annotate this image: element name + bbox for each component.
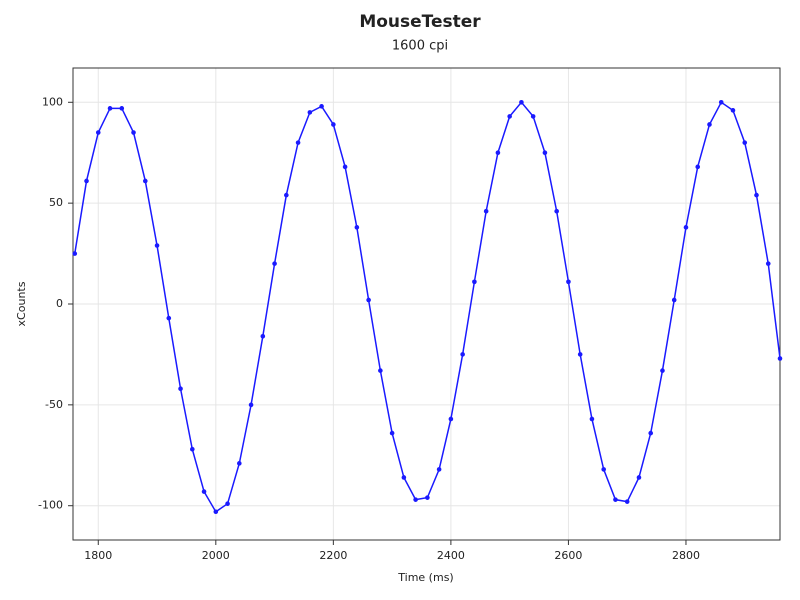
data-point bbox=[765, 261, 771, 266]
data-point bbox=[589, 416, 595, 422]
data-point bbox=[530, 114, 536, 119]
data-point bbox=[319, 104, 324, 109]
data-point bbox=[284, 192, 289, 198]
x-tick-label: 2800 bbox=[672, 549, 700, 562]
data-point bbox=[378, 368, 383, 373]
data-point bbox=[519, 99, 524, 105]
data-point bbox=[237, 461, 242, 466]
data-point bbox=[436, 467, 442, 472]
data-point bbox=[425, 495, 430, 500]
data-point bbox=[413, 497, 418, 502]
data-point bbox=[272, 261, 277, 266]
x-axis-label: Time (ms) bbox=[397, 571, 453, 584]
data-point bbox=[178, 386, 183, 392]
data-point bbox=[260, 333, 266, 339]
data-point bbox=[366, 297, 371, 303]
data-point bbox=[331, 122, 336, 127]
data-point bbox=[72, 251, 78, 256]
data-point bbox=[201, 489, 207, 494]
y-tick-label: 100 bbox=[42, 95, 63, 108]
data-line bbox=[74, 101, 781, 513]
data-point bbox=[166, 315, 172, 321]
data-point bbox=[542, 150, 548, 156]
data-point bbox=[342, 164, 348, 170]
data-point bbox=[119, 106, 125, 111]
y-tick-label: -50 bbox=[45, 398, 63, 411]
data-point bbox=[307, 110, 313, 115]
y-tick-label: 0 bbox=[56, 297, 63, 310]
x-tick-label: 2600 bbox=[554, 549, 582, 562]
data-point bbox=[683, 225, 689, 230]
data-point bbox=[660, 368, 665, 373]
x-tick-label: 1800 bbox=[84, 549, 112, 562]
y-axis-label: xCounts bbox=[15, 281, 28, 326]
data-point bbox=[248, 402, 254, 408]
y-tick-label: -100 bbox=[38, 499, 63, 512]
data-point bbox=[448, 416, 454, 422]
plot-frame bbox=[72, 67, 781, 541]
x-tick-label: 2400 bbox=[437, 549, 465, 562]
data-point bbox=[483, 208, 489, 214]
data-point bbox=[566, 279, 571, 285]
data-point bbox=[601, 467, 606, 472]
data-point bbox=[295, 140, 301, 145]
chart-subtitle: 1600 cpi bbox=[392, 39, 448, 54]
data-point bbox=[777, 356, 783, 361]
y-tick-label: 50 bbox=[49, 196, 63, 209]
data-point bbox=[648, 430, 654, 436]
data-point bbox=[460, 352, 465, 357]
data-point bbox=[636, 475, 642, 480]
data-point bbox=[730, 108, 736, 113]
data-point bbox=[495, 150, 501, 156]
data-point bbox=[107, 106, 113, 111]
data-point bbox=[95, 130, 101, 135]
data-point bbox=[354, 225, 360, 230]
data-point bbox=[225, 501, 230, 506]
data-point bbox=[84, 178, 89, 184]
data-point bbox=[213, 509, 219, 515]
data-point bbox=[131, 130, 136, 135]
data-point bbox=[754, 192, 759, 198]
data-point bbox=[613, 497, 618, 502]
data-point bbox=[695, 164, 701, 170]
data-point bbox=[577, 352, 583, 357]
data-point bbox=[472, 279, 477, 285]
data-point bbox=[142, 178, 148, 184]
data-point bbox=[507, 114, 512, 119]
data-point bbox=[154, 243, 160, 248]
data-point bbox=[389, 430, 395, 436]
data-point bbox=[554, 208, 559, 214]
data-point bbox=[742, 140, 748, 145]
x-tick-label: 2200 bbox=[319, 549, 347, 562]
chart-title: MouseTester bbox=[359, 12, 481, 32]
data-point bbox=[624, 499, 630, 504]
data-point bbox=[401, 475, 407, 480]
data-point bbox=[671, 297, 677, 303]
data-point bbox=[707, 122, 712, 127]
data-point bbox=[190, 446, 195, 452]
x-tick-label: 2000 bbox=[202, 549, 230, 562]
data-point bbox=[718, 99, 724, 105]
